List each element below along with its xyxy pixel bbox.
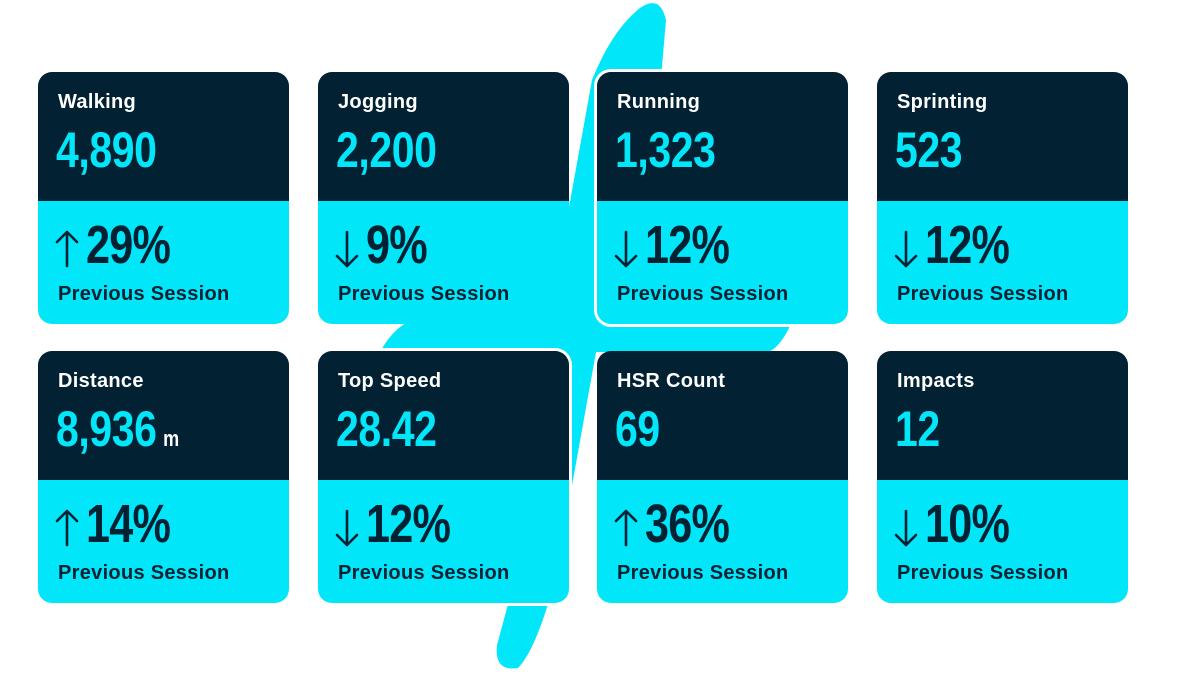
stat-card-jogging: Jogging 2,200 9% Previous Session	[318, 72, 569, 324]
stat-number: 12	[895, 401, 940, 457]
arrow-down-icon	[614, 230, 638, 268]
card-header: Running 1,323	[597, 72, 848, 201]
stat-caption: Previous Session	[58, 562, 230, 584]
stat-value: 12	[895, 397, 940, 461]
arrow-up-icon	[55, 230, 79, 268]
stat-change-percent: 12%	[366, 494, 451, 554]
stat-label: Impacts	[897, 370, 975, 392]
stat-change: 14%	[54, 494, 191, 554]
stat-unit: m	[163, 426, 180, 451]
arrow-up-icon	[614, 509, 638, 547]
stat-change-percent: 36%	[645, 494, 730, 554]
stat-card-running: Running 1,323 12% Previous Session	[597, 72, 848, 324]
card-header: HSR Count 69	[597, 351, 848, 480]
stat-change-percent: 9%	[366, 215, 428, 275]
stat-caption: Previous Session	[338, 562, 510, 584]
stat-change: 12%	[334, 494, 471, 554]
stat-value: 2,200	[336, 118, 437, 182]
stat-change-percent: 12%	[925, 215, 1010, 275]
arrow-down-icon	[894, 230, 918, 268]
stat-value: 28.42	[336, 397, 437, 461]
stat-caption: Previous Session	[897, 562, 1069, 584]
stat-number: 28.42	[336, 401, 437, 457]
stat-value: 523	[895, 118, 963, 182]
stat-label: Top Speed	[338, 370, 442, 392]
stat-label: Distance	[58, 370, 144, 392]
stat-change-percent: 12%	[645, 215, 730, 275]
arrow-down-icon	[894, 509, 918, 547]
stat-card-distance: Distance 8,936 m 14% Previous Session	[38, 351, 289, 603]
stat-caption: Previous Session	[58, 283, 230, 305]
stat-change: 12%	[613, 215, 750, 275]
arrow-down-icon	[335, 509, 359, 547]
stat-card-impacts: Impacts 12 10% Previous Session	[877, 351, 1128, 603]
stat-change: 10%	[893, 494, 1030, 554]
stat-card-sprinting: Sprinting 523 12% Previous Session	[877, 72, 1128, 324]
card-header: Jogging 2,200	[318, 72, 569, 201]
stat-number: 2,200	[336, 122, 437, 178]
card-header: Impacts 12	[877, 351, 1128, 480]
stat-caption: Previous Session	[617, 562, 789, 584]
card-footer: 10% Previous Session	[877, 480, 1128, 603]
stat-value: 4,890	[56, 118, 157, 182]
stat-card-hsr-count: HSR Count 69 36% Previous Session	[597, 351, 848, 603]
stat-change-percent: 14%	[86, 494, 171, 554]
stat-change: 9%	[334, 215, 442, 275]
card-header: Distance 8,936 m	[38, 351, 289, 480]
stat-value: 69	[615, 397, 660, 461]
stat-caption: Previous Session	[338, 283, 510, 305]
stat-change: 36%	[613, 494, 750, 554]
stat-change: 29%	[54, 215, 191, 275]
stat-label: Jogging	[338, 91, 418, 113]
card-header: Top Speed 28.42	[318, 351, 569, 480]
stat-change-percent: 29%	[86, 215, 171, 275]
stat-value: 8,936 m	[56, 397, 179, 471]
stat-number: 8,936	[56, 401, 157, 457]
card-footer: 12% Previous Session	[318, 480, 569, 603]
stat-label: HSR Count	[617, 370, 726, 392]
stat-label: Running	[617, 91, 701, 113]
stat-number: 523	[895, 122, 963, 178]
stat-label: Sprinting	[897, 91, 988, 113]
stat-number: 1,323	[615, 122, 716, 178]
arrow-down-icon	[335, 230, 359, 268]
card-header: Walking 4,890	[38, 72, 289, 201]
card-header: Sprinting 523	[877, 72, 1128, 201]
stat-value: 1,323	[615, 118, 716, 182]
stat-caption: Previous Session	[617, 283, 789, 305]
stat-card-top-speed: Top Speed 28.42 12% Previous Session	[318, 351, 569, 603]
stat-card-walking: Walking 4,890 29% Previous Session	[38, 72, 289, 324]
stat-change: 12%	[893, 215, 1030, 275]
card-footer: 9% Previous Session	[318, 201, 569, 324]
stat-number: 4,890	[56, 122, 157, 178]
card-footer: 14% Previous Session	[38, 480, 289, 603]
stat-label: Walking	[58, 91, 137, 113]
card-footer: 12% Previous Session	[597, 201, 848, 324]
stat-change-percent: 10%	[925, 494, 1010, 554]
card-footer: 29% Previous Session	[38, 201, 289, 324]
card-footer: 36% Previous Session	[597, 480, 848, 603]
stat-number: 69	[615, 401, 660, 457]
arrow-up-icon	[55, 509, 79, 547]
stat-caption: Previous Session	[897, 283, 1069, 305]
card-footer: 12% Previous Session	[877, 201, 1128, 324]
